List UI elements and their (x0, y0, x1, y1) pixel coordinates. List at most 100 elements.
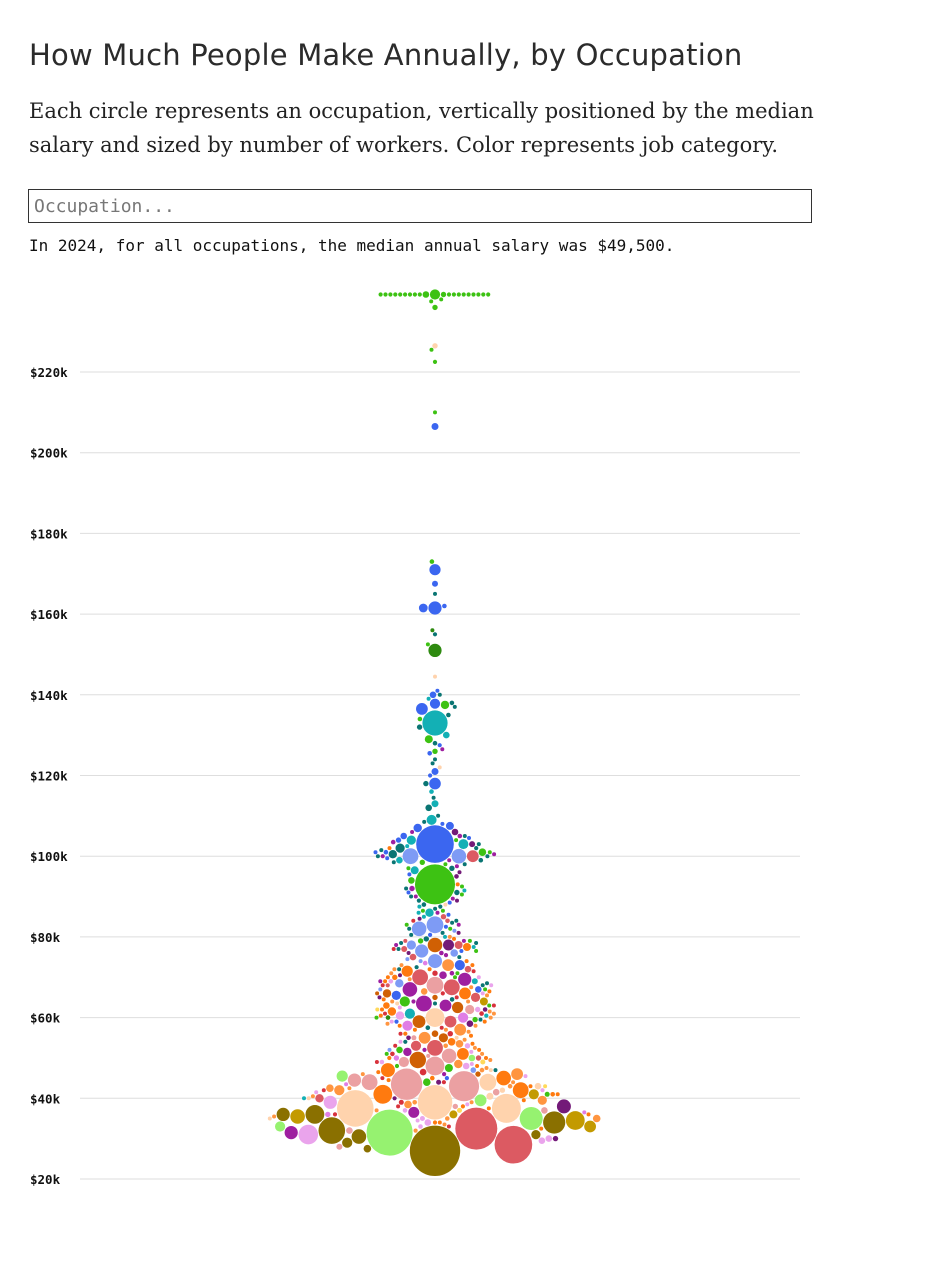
occupation-circle[interactable] (326, 1084, 334, 1092)
occupation-circle[interactable] (507, 1083, 513, 1089)
occupation-circle[interactable] (422, 819, 427, 824)
occupation-circle[interactable] (425, 1008, 445, 1027)
occupation-circle[interactable] (402, 1108, 408, 1113)
occupation-circle[interactable] (511, 1068, 523, 1080)
occupation-circle[interactable] (318, 1117, 346, 1144)
occupation-circle[interactable] (403, 292, 408, 297)
occupation-circle[interactable] (387, 1055, 392, 1061)
occupation-circle[interactable] (470, 963, 475, 968)
occupation-circle[interactable] (455, 882, 460, 887)
occupation-circle[interactable] (466, 1020, 474, 1027)
occupation-circle[interactable] (540, 1088, 545, 1093)
occupation-circle[interactable] (334, 1085, 345, 1096)
occupation-circle[interactable] (543, 1111, 566, 1134)
occupation-circle[interactable] (380, 1007, 384, 1012)
occupation-circle[interactable] (531, 1130, 541, 1140)
occupation-circle[interactable] (474, 1094, 487, 1107)
occupation-circle[interactable] (550, 1092, 555, 1097)
occupation-circle[interactable] (410, 866, 419, 875)
occupation-circle[interactable] (429, 299, 434, 304)
occupation-circle[interactable] (409, 1051, 426, 1069)
occupation-circle[interactable] (412, 292, 417, 297)
occupation-circle[interactable] (424, 735, 433, 744)
occupation-circle[interactable] (462, 1062, 470, 1070)
occupation-circle[interactable] (475, 986, 482, 993)
occupation-circle[interactable] (415, 864, 455, 905)
occupation-circle[interactable] (475, 1055, 482, 1061)
occupation-circle[interactable] (582, 1110, 587, 1115)
occupation-circle[interactable] (390, 999, 395, 1004)
occupation-circle[interactable] (408, 877, 415, 884)
occupation-circle[interactable] (422, 291, 430, 298)
occupation-circle[interactable] (439, 971, 447, 979)
occupation-circle[interactable] (417, 716, 423, 722)
occupation-circle[interactable] (489, 983, 494, 988)
occupation-circle[interactable] (443, 953, 449, 958)
occupation-circle[interactable] (420, 908, 425, 913)
occupation-circle[interactable] (488, 1068, 493, 1073)
occupation-circle[interactable] (399, 963, 404, 968)
occupation-circle[interactable] (441, 1048, 457, 1064)
occupation-circle[interactable] (466, 850, 479, 863)
occupation-circle[interactable] (447, 1031, 453, 1037)
occupation-circle[interactable] (409, 932, 414, 937)
occupation-circle[interactable] (396, 1046, 403, 1054)
occupation-circle[interactable] (376, 1070, 381, 1075)
occupation-circle[interactable] (406, 940, 416, 950)
occupation-circle[interactable] (464, 959, 469, 964)
occupation-circle[interactable] (440, 908, 445, 913)
occupation-circle[interactable] (494, 1125, 533, 1164)
occupation-circle[interactable] (469, 1033, 473, 1038)
occupation-circle[interactable] (541, 1107, 548, 1114)
occupation-circle[interactable] (407, 292, 413, 297)
occupation-circle[interactable] (565, 1111, 585, 1130)
occupation-circle[interactable] (433, 410, 437, 415)
occupation-circle[interactable] (406, 951, 411, 955)
occupation-circle[interactable] (480, 983, 485, 988)
occupation-circle[interactable] (446, 292, 452, 297)
occupation-circle[interactable] (398, 973, 402, 978)
occupation-circle[interactable] (528, 1084, 533, 1089)
occupation-circle[interactable] (428, 643, 442, 657)
occupation-circle[interactable] (310, 1094, 315, 1099)
occupation-circle[interactable] (479, 1067, 485, 1073)
occupation-circle[interactable] (439, 297, 444, 302)
occupation-circle[interactable] (460, 1104, 465, 1109)
occupation-circle[interactable] (445, 821, 454, 830)
occupation-circle[interactable] (452, 1103, 458, 1110)
occupation-circle[interactable] (528, 1089, 539, 1100)
occupation-circle[interactable] (402, 848, 419, 865)
occupation-circle[interactable] (314, 1090, 319, 1095)
occupation-circle[interactable] (388, 292, 393, 297)
occupation-circle[interactable] (433, 1001, 437, 1006)
occupation-circle[interactable] (464, 965, 472, 973)
occupation-circle[interactable] (454, 1035, 459, 1040)
occupation-circle[interactable] (432, 740, 438, 746)
occupation-circle[interactable] (373, 850, 378, 855)
occupation-circle[interactable] (406, 1035, 411, 1041)
occupation-circle[interactable] (447, 858, 452, 863)
occupation-circle[interactable] (467, 836, 471, 840)
occupation-circle[interactable] (432, 359, 438, 364)
occupation-circle[interactable] (440, 747, 445, 752)
occupation-circle[interactable] (407, 977, 412, 982)
occupation-circle[interactable] (298, 1124, 319, 1145)
occupation-circle[interactable] (471, 945, 476, 949)
occupation-circle[interactable] (444, 1015, 457, 1028)
occupation-circle[interactable] (401, 946, 408, 952)
occupation-circle[interactable] (417, 916, 422, 921)
occupation-circle[interactable] (284, 1126, 298, 1140)
occupation-circle[interactable] (487, 850, 492, 855)
occupation-circle[interactable] (444, 1064, 453, 1072)
occupation-circle[interactable] (431, 423, 439, 430)
occupation-circle[interactable] (492, 1088, 500, 1096)
occupation-circle[interactable] (425, 642, 430, 647)
occupation-circle[interactable] (395, 837, 402, 843)
occupation-circle[interactable] (462, 1037, 467, 1042)
occupation-circle[interactable] (417, 938, 424, 944)
occupation-circle[interactable] (425, 1056, 445, 1076)
occupation-circle[interactable] (382, 989, 392, 998)
occupation-circle[interactable] (419, 1116, 425, 1121)
occupation-circle[interactable] (442, 1072, 447, 1077)
occupation-circle[interactable] (480, 991, 485, 996)
